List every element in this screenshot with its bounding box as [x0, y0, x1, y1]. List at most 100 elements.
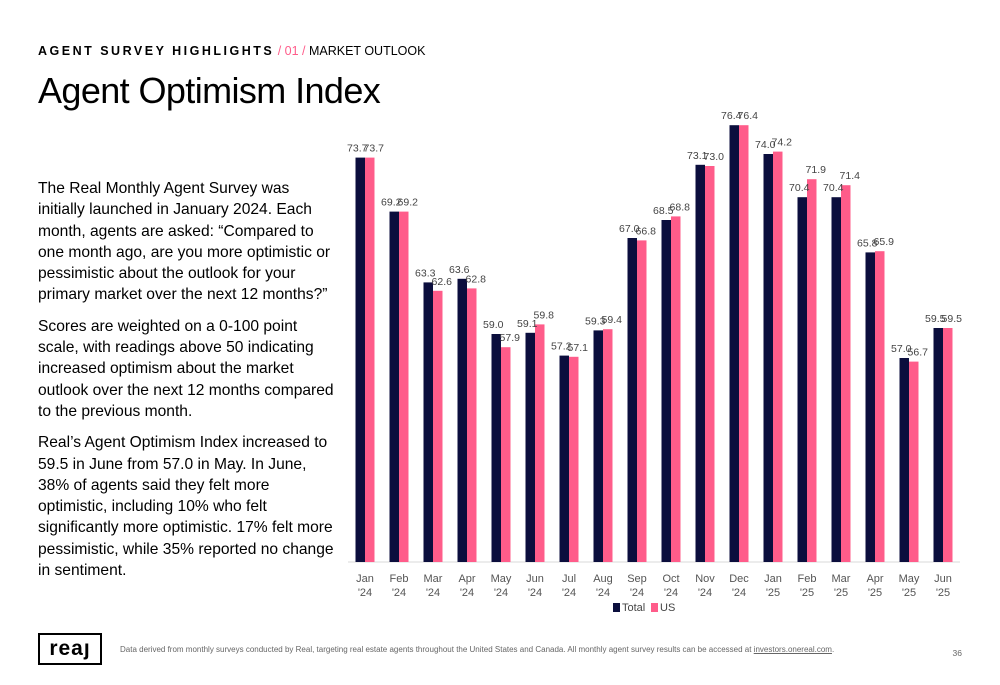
data-label-total: 63.3 [415, 267, 436, 279]
bar-us [875, 251, 885, 562]
data-label-us: 57.1 [568, 342, 589, 354]
x-tick-label: May '24 [491, 573, 512, 599]
bar-total [491, 334, 501, 562]
bar-us [569, 356, 579, 562]
data-label-us: 65.9 [874, 236, 895, 248]
x-tick-label: Jun '25 [934, 573, 952, 599]
bar-total [797, 197, 807, 562]
data-label-us: 59.8 [534, 309, 555, 321]
data-label-us: 74.2 [772, 137, 793, 149]
data-label-total: 59.5 [925, 313, 946, 325]
legend-label-total: Total [622, 602, 645, 614]
data-label-total: 63.6 [449, 264, 470, 276]
data-label-total: 59.3 [585, 315, 606, 327]
bar-total [695, 164, 705, 563]
data-label-us: 57.9 [500, 332, 521, 344]
bar-total [831, 197, 841, 562]
x-tick-label: May '25 [899, 573, 920, 599]
footnote-text: Data derived from monthly surveys conduc… [120, 645, 754, 654]
bar-us [467, 288, 477, 562]
x-tick-label: Jan '24 [356, 573, 374, 599]
data-label-us: 59.4 [602, 314, 623, 326]
footnote: Data derived from monthly surveys conduc… [120, 645, 834, 654]
bar-total [457, 278, 467, 562]
data-label-us: 66.8 [636, 225, 657, 237]
bar-total [355, 157, 365, 562]
data-label-us: 69.2 [398, 197, 419, 209]
data-label-us: 68.8 [670, 201, 691, 213]
bar-us [773, 151, 783, 562]
data-label-total: 73.1 [687, 150, 708, 162]
paragraph-1: The Real Monthly Agent Survey was initia… [38, 180, 331, 304]
bar-total [933, 328, 943, 562]
x-tick-label: Feb '24 [390, 573, 409, 599]
bar-total [729, 125, 739, 562]
data-label-total: 65.8 [857, 237, 878, 249]
section-header: AGENT SURVEY HIGHLIGHTS / 01 / MARKET OU… [38, 44, 425, 58]
x-tick-label: Sep '24 [627, 573, 647, 599]
x-tick-label: Apr '25 [866, 573, 883, 599]
x-tick-label: Mar '25 [832, 573, 851, 599]
bar-us [535, 324, 545, 562]
data-label-total: 57.2 [551, 341, 572, 353]
bar-total [763, 154, 773, 562]
paragraph-2: Scores are weighted on a 0-100 point sca… [38, 317, 334, 420]
bar-us [739, 125, 749, 562]
x-tick-label: Nov '24 [695, 573, 715, 599]
bar-us [501, 347, 511, 562]
section-number: 01 [284, 44, 299, 58]
data-label-total: 68.5 [653, 205, 674, 217]
bar-us [841, 185, 851, 562]
x-tick-label: Mar '24 [424, 573, 443, 599]
legend-label-us: US [660, 602, 675, 614]
x-tick-label: Jun '24 [526, 573, 544, 599]
x-tick-label: Aug '24 [593, 573, 613, 599]
bar-total [525, 332, 535, 562]
x-tick-label: Dec '24 [729, 573, 749, 599]
data-label-us: 73.7 [364, 143, 385, 155]
data-label-us: 62.8 [466, 273, 487, 285]
data-label-total: 73.7 [347, 143, 368, 155]
data-label-total: 59.1 [517, 318, 538, 330]
page-title: Agent Optimism Index [38, 70, 381, 111]
data-label-total: 74.0 [755, 139, 776, 151]
investors-link[interactable]: investors.onereal.com [753, 645, 832, 654]
data-label-total: 59.0 [483, 319, 504, 331]
x-tick-label: Jan '25 [764, 573, 782, 599]
bar-us [433, 290, 443, 562]
bar-us [807, 179, 817, 562]
bar-us [705, 166, 715, 562]
bar-us [603, 329, 613, 562]
subsection-label: MARKET OUTLOOK [308, 44, 426, 58]
legend-swatch-total [613, 603, 620, 612]
bar-us [365, 157, 375, 562]
paragraph-3: Real’s Agent Optimism Index increased to… [38, 434, 334, 580]
data-label-us: 76.4 [738, 110, 759, 122]
data-label-us: 71.9 [806, 164, 827, 176]
footnote-end: . [831, 645, 835, 654]
data-label-us: 62.6 [432, 276, 453, 288]
bar-total [661, 220, 671, 562]
bar-total [593, 330, 603, 562]
bar-total [865, 252, 875, 562]
bar-total [559, 355, 569, 562]
page-number: 36 [952, 648, 962, 658]
legend-swatch-us [651, 603, 658, 612]
data-label-us: 71.4 [840, 170, 861, 182]
data-label-us: 56.7 [908, 347, 929, 359]
bar-us [671, 216, 681, 562]
bar-total [899, 358, 909, 562]
header-separator: / [274, 44, 285, 58]
data-label-total: 70.4 [823, 182, 844, 194]
data-label-total: 76.4 [721, 110, 742, 122]
data-label-total: 67.0 [619, 223, 640, 235]
x-tick-label: Apr '24 [458, 573, 475, 599]
data-label-total: 57.0 [891, 343, 912, 355]
real-logo: reaȷ [38, 633, 102, 665]
bar-us [399, 211, 409, 562]
bar-us [637, 240, 647, 562]
section-label: AGENT SURVEY HIGHLIGHTS [38, 44, 275, 58]
header-separator-2: / [298, 44, 309, 58]
data-label-us: 59.5 [942, 313, 963, 325]
